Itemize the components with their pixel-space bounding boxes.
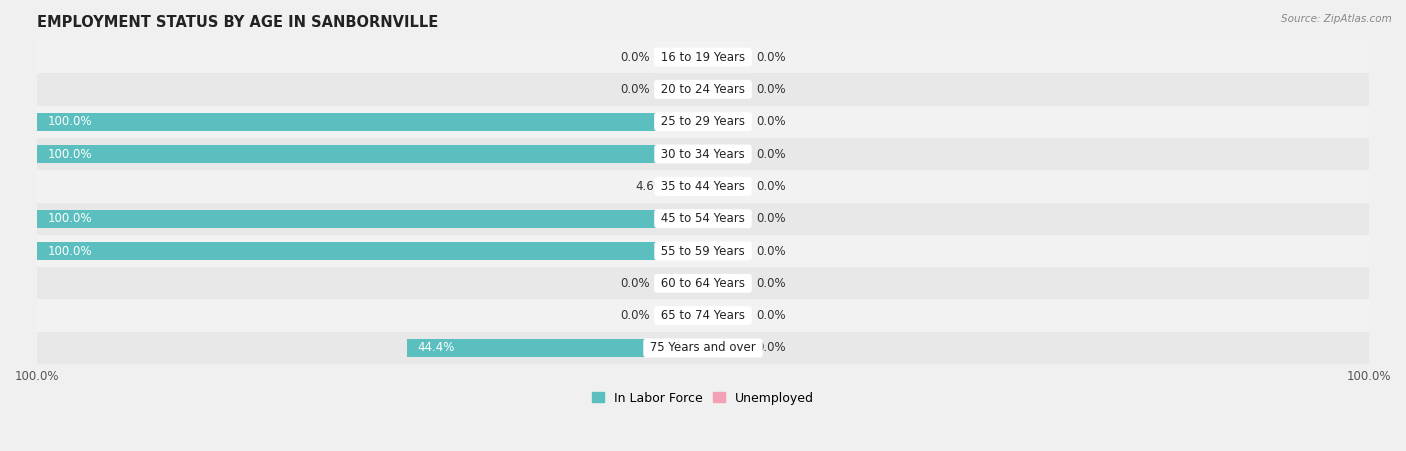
Bar — [37, 145, 703, 163]
Bar — [37, 170, 1369, 202]
Text: 100.0%: 100.0% — [48, 212, 91, 225]
Bar — [657, 275, 703, 292]
Text: 4.6%: 4.6% — [636, 180, 665, 193]
Text: 0.0%: 0.0% — [620, 277, 650, 290]
Text: 0.0%: 0.0% — [756, 83, 786, 96]
Bar — [703, 339, 749, 357]
Text: Source: ZipAtlas.com: Source: ZipAtlas.com — [1281, 14, 1392, 23]
Bar — [703, 80, 749, 98]
Text: 20 to 24 Years: 20 to 24 Years — [657, 83, 749, 96]
Text: 44.4%: 44.4% — [418, 341, 454, 354]
Text: 100.0%: 100.0% — [48, 244, 91, 258]
Bar — [37, 113, 703, 131]
Text: 30 to 34 Years: 30 to 34 Years — [657, 147, 749, 161]
Bar — [408, 339, 703, 357]
Text: 0.0%: 0.0% — [756, 341, 786, 354]
Legend: In Labor Force, Unemployed: In Labor Force, Unemployed — [586, 387, 820, 410]
Text: 0.0%: 0.0% — [756, 244, 786, 258]
Bar — [703, 242, 749, 260]
Text: 0.0%: 0.0% — [620, 51, 650, 64]
Text: 0.0%: 0.0% — [756, 51, 786, 64]
Bar — [37, 242, 703, 260]
Bar — [37, 299, 1369, 332]
Bar — [657, 80, 703, 98]
Bar — [703, 210, 749, 228]
Text: 16 to 19 Years: 16 to 19 Years — [657, 51, 749, 64]
Bar — [37, 138, 1369, 170]
Bar — [37, 73, 1369, 106]
Text: 0.0%: 0.0% — [756, 277, 786, 290]
Bar — [703, 177, 749, 195]
Text: 0.0%: 0.0% — [756, 180, 786, 193]
Text: 0.0%: 0.0% — [620, 309, 650, 322]
Bar — [672, 177, 703, 195]
Bar — [37, 267, 1369, 299]
Text: 35 to 44 Years: 35 to 44 Years — [657, 180, 749, 193]
Bar — [703, 113, 749, 131]
Text: 0.0%: 0.0% — [756, 309, 786, 322]
Bar — [657, 48, 703, 66]
Bar — [703, 275, 749, 292]
Text: 55 to 59 Years: 55 to 59 Years — [657, 244, 749, 258]
Text: 100.0%: 100.0% — [48, 147, 91, 161]
Text: 0.0%: 0.0% — [620, 83, 650, 96]
Text: 0.0%: 0.0% — [756, 212, 786, 225]
Bar — [703, 48, 749, 66]
Bar — [37, 235, 1369, 267]
Text: EMPLOYMENT STATUS BY AGE IN SANBORNVILLE: EMPLOYMENT STATUS BY AGE IN SANBORNVILLE — [37, 15, 439, 30]
Text: 0.0%: 0.0% — [756, 147, 786, 161]
Bar — [703, 307, 749, 325]
Text: 60 to 64 Years: 60 to 64 Years — [657, 277, 749, 290]
Bar — [37, 106, 1369, 138]
Bar — [703, 145, 749, 163]
Text: 75 Years and over: 75 Years and over — [647, 341, 759, 354]
Text: 25 to 29 Years: 25 to 29 Years — [657, 115, 749, 128]
Text: 65 to 74 Years: 65 to 74 Years — [657, 309, 749, 322]
Bar — [37, 210, 703, 228]
Bar — [37, 332, 1369, 364]
Bar — [37, 41, 1369, 73]
Text: 0.0%: 0.0% — [756, 115, 786, 128]
Text: 45 to 54 Years: 45 to 54 Years — [657, 212, 749, 225]
Bar — [37, 202, 1369, 235]
Text: 100.0%: 100.0% — [48, 115, 91, 128]
Bar — [657, 307, 703, 325]
